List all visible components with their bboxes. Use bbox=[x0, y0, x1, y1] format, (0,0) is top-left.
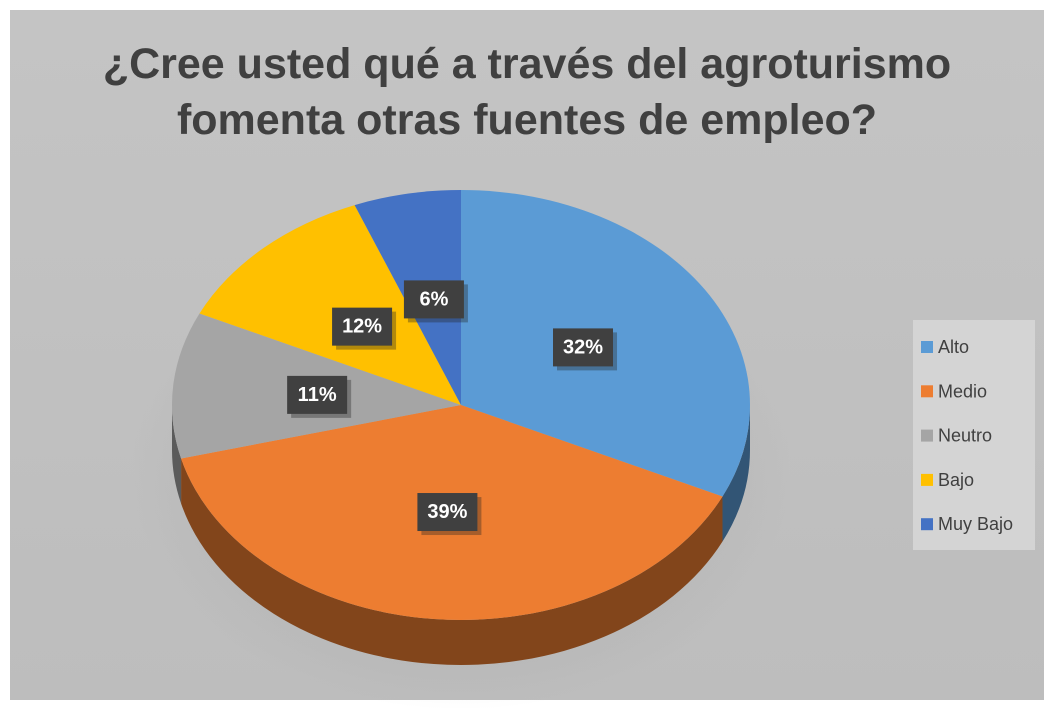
legend-box bbox=[913, 320, 1035, 550]
label-box bbox=[287, 375, 348, 414]
legend-label: Bajo bbox=[938, 470, 974, 490]
label-box bbox=[403, 280, 464, 319]
legend-label: Neutro bbox=[938, 426, 992, 446]
legend-label: Medio bbox=[938, 381, 987, 401]
data-label-text: 12% bbox=[342, 316, 382, 338]
data-label-text: 39% bbox=[427, 501, 467, 523]
data-label: 11% bbox=[287, 375, 352, 418]
data-label-text: 6% bbox=[419, 288, 448, 310]
data-label-text: 32% bbox=[563, 336, 603, 358]
chart-title: ¿Cree usted qué a través del agroturismo… bbox=[102, 40, 952, 144]
data-label: 6% bbox=[403, 280, 468, 323]
legend-label: Muy Bajo bbox=[938, 514, 1013, 534]
legend-swatch bbox=[921, 385, 933, 398]
label-box bbox=[417, 493, 478, 532]
label-box bbox=[553, 328, 614, 367]
pie-slice bbox=[199, 205, 461, 405]
legend-swatch bbox=[921, 473, 933, 486]
legend-swatch bbox=[921, 518, 933, 531]
pie-side bbox=[722, 405, 750, 542]
pie-side bbox=[172, 405, 182, 504]
legend-label: Alto bbox=[938, 337, 969, 357]
pie-side bbox=[181, 458, 723, 665]
label-box bbox=[332, 307, 393, 346]
data-label: 32% bbox=[553, 328, 618, 371]
data-label: 39% bbox=[417, 493, 482, 536]
legend-swatch bbox=[921, 341, 933, 353]
data-label-text: 11% bbox=[298, 384, 337, 406]
title-box: ¿Cree usted qué a través del agroturismo… bbox=[10, 36, 1044, 148]
legend-swatch bbox=[921, 429, 933, 442]
data-label: 12% bbox=[332, 307, 397, 350]
